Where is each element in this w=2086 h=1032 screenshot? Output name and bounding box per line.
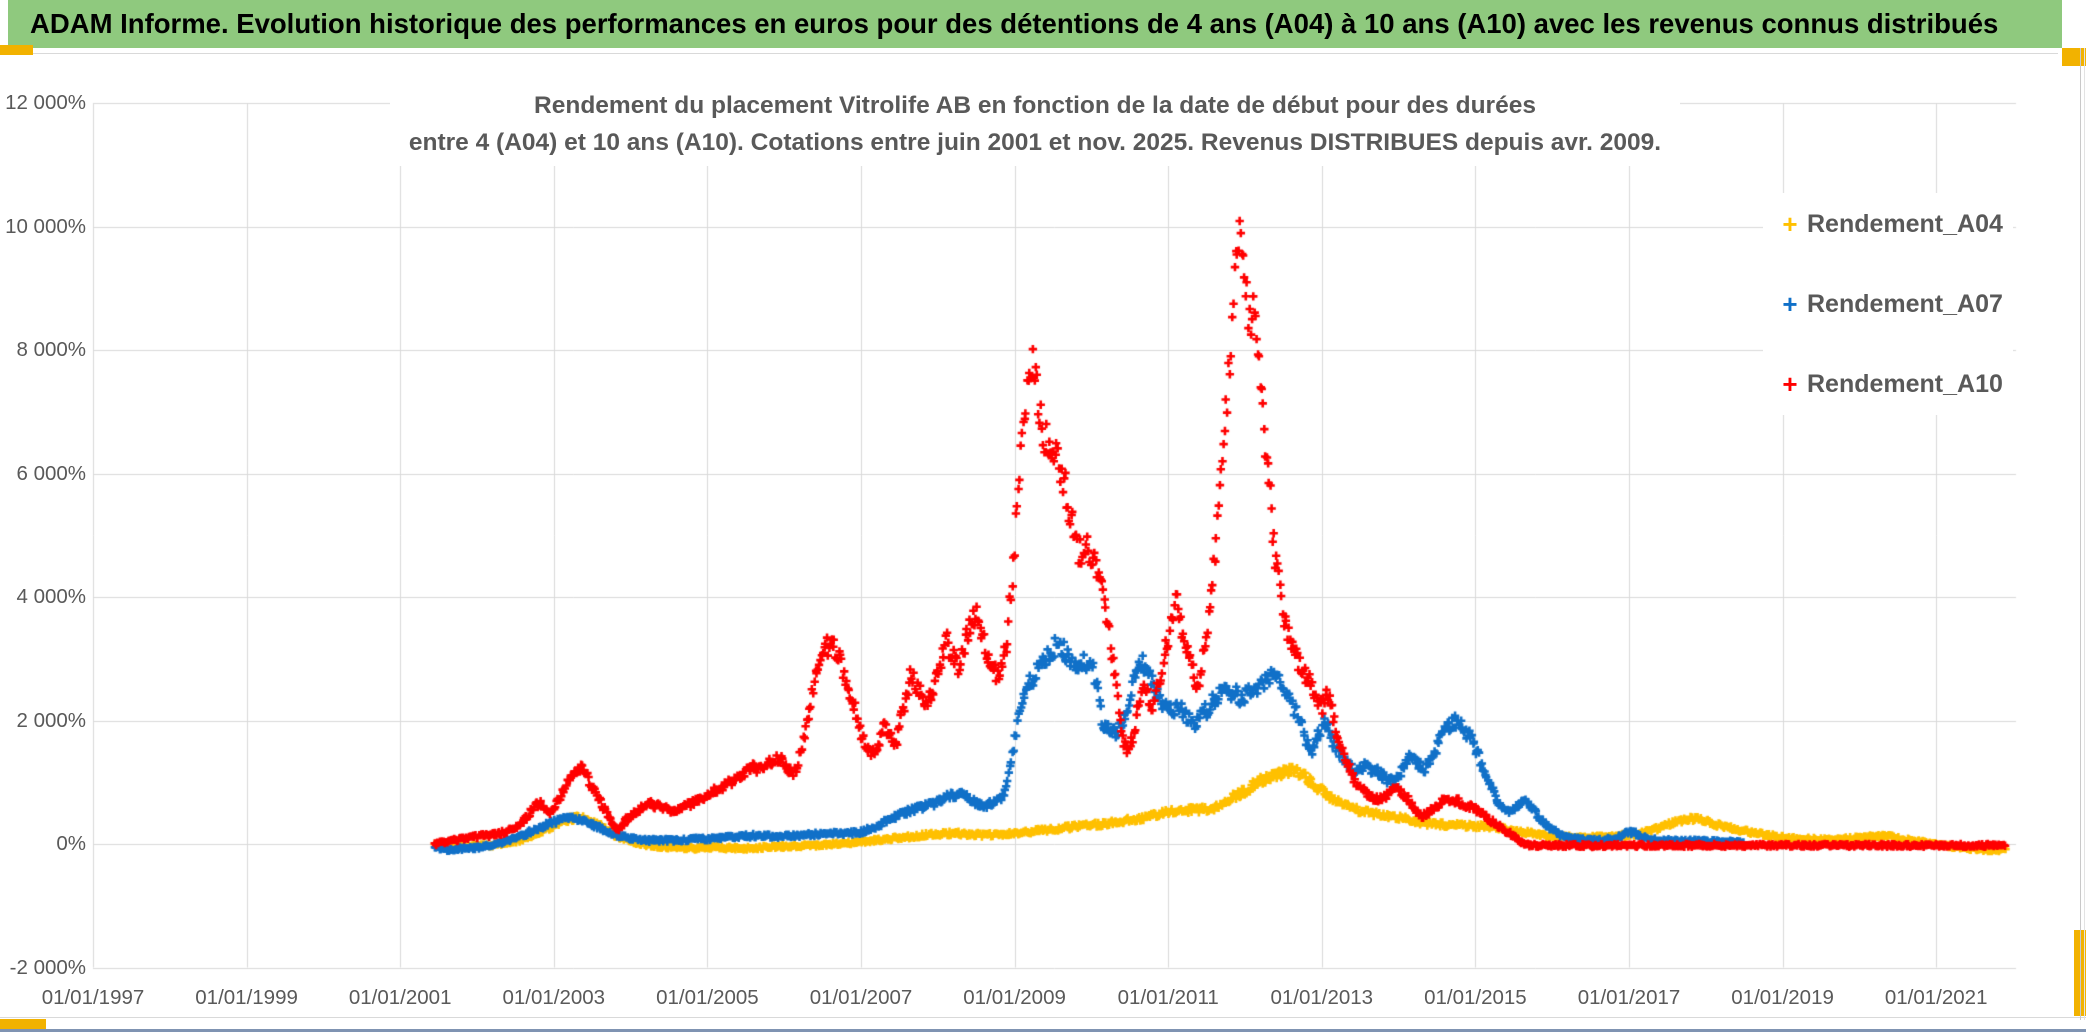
chart-legend: + Rendement_A04 + Rendement_A07 + Rendem… xyxy=(1763,193,2013,415)
chart-title-line1: Rendement du placement Vitrolife AB en f… xyxy=(534,92,1536,119)
y-tick-label: 8 000% xyxy=(16,338,86,361)
accent-corner-left xyxy=(0,45,33,55)
y-tick-label: 6 000% xyxy=(16,461,86,485)
window-bottom-border xyxy=(0,1029,2086,1032)
plus-marker-icon: + xyxy=(1782,289,1798,319)
legend-label-a10: Rendement_A10 xyxy=(1807,369,2003,398)
y-tick-label: 10 000% xyxy=(5,214,86,238)
x-tick-label: 01/01/2021 xyxy=(1884,986,1988,1009)
chart-title-line2: entre 4 (A04) et 10 ans (A10). Cotations… xyxy=(408,129,1662,156)
plus-marker-icon: + xyxy=(1782,369,1798,399)
y-tick-label: 12 000% xyxy=(5,91,86,114)
window-right-border-shadow xyxy=(2084,48,2085,1020)
legend-item-a10: + Rendement_A10 xyxy=(1777,353,2007,415)
x-tick-label: 01/01/2009 xyxy=(963,986,1066,1009)
header-title: ADAM Informe. Evolution historique des p… xyxy=(30,8,1999,39)
x-tick-label: 01/01/2007 xyxy=(809,986,913,1009)
bottom-strip xyxy=(0,1017,2086,1030)
legend-label-a04: Rendement_A04 xyxy=(1807,209,2003,238)
x-tick-label: 01/01/2017 xyxy=(1577,986,1681,1009)
legend-item-a07: + Rendement_A07 xyxy=(1777,273,2007,335)
y-tick-label: 2 000% xyxy=(16,708,86,732)
x-tick-label: 01/01/2001 xyxy=(348,986,452,1009)
legend-item-a04: + Rendement_A04 xyxy=(1777,193,2007,255)
y-tick-label: -2 000% xyxy=(9,955,86,979)
x-tick-label: 01/01/1997 xyxy=(41,986,145,1009)
accent-corner-bottom-left xyxy=(0,1019,46,1030)
window-right-border xyxy=(2080,48,2081,1020)
x-tick-label: 01/01/2015 xyxy=(1424,986,1527,1009)
accent-corner-top-right xyxy=(2062,48,2086,66)
banner-underline xyxy=(8,53,2058,54)
x-tick-label: 01/01/2011 xyxy=(1117,986,1219,1009)
x-tick-label: 01/01/2013 xyxy=(1270,986,1374,1009)
x-tick-label: 01/01/2003 xyxy=(502,986,606,1009)
chart-title: Rendement du placement Vitrolife AB en f… xyxy=(390,78,1680,166)
y-tick-label: 0% xyxy=(56,832,86,855)
plus-marker-icon: + xyxy=(1782,209,1798,239)
x-tick-label: 01/01/2019 xyxy=(1731,986,1834,1009)
x-tick-label: 01/01/1999 xyxy=(195,986,298,1009)
y-tick-label: 4 000% xyxy=(16,585,86,608)
x-tick-label: 01/01/2005 xyxy=(656,986,759,1009)
header-banner: ADAM Informe. Evolution historique des p… xyxy=(8,0,2062,48)
legend-label-a07: Rendement_A07 xyxy=(1807,289,2003,318)
